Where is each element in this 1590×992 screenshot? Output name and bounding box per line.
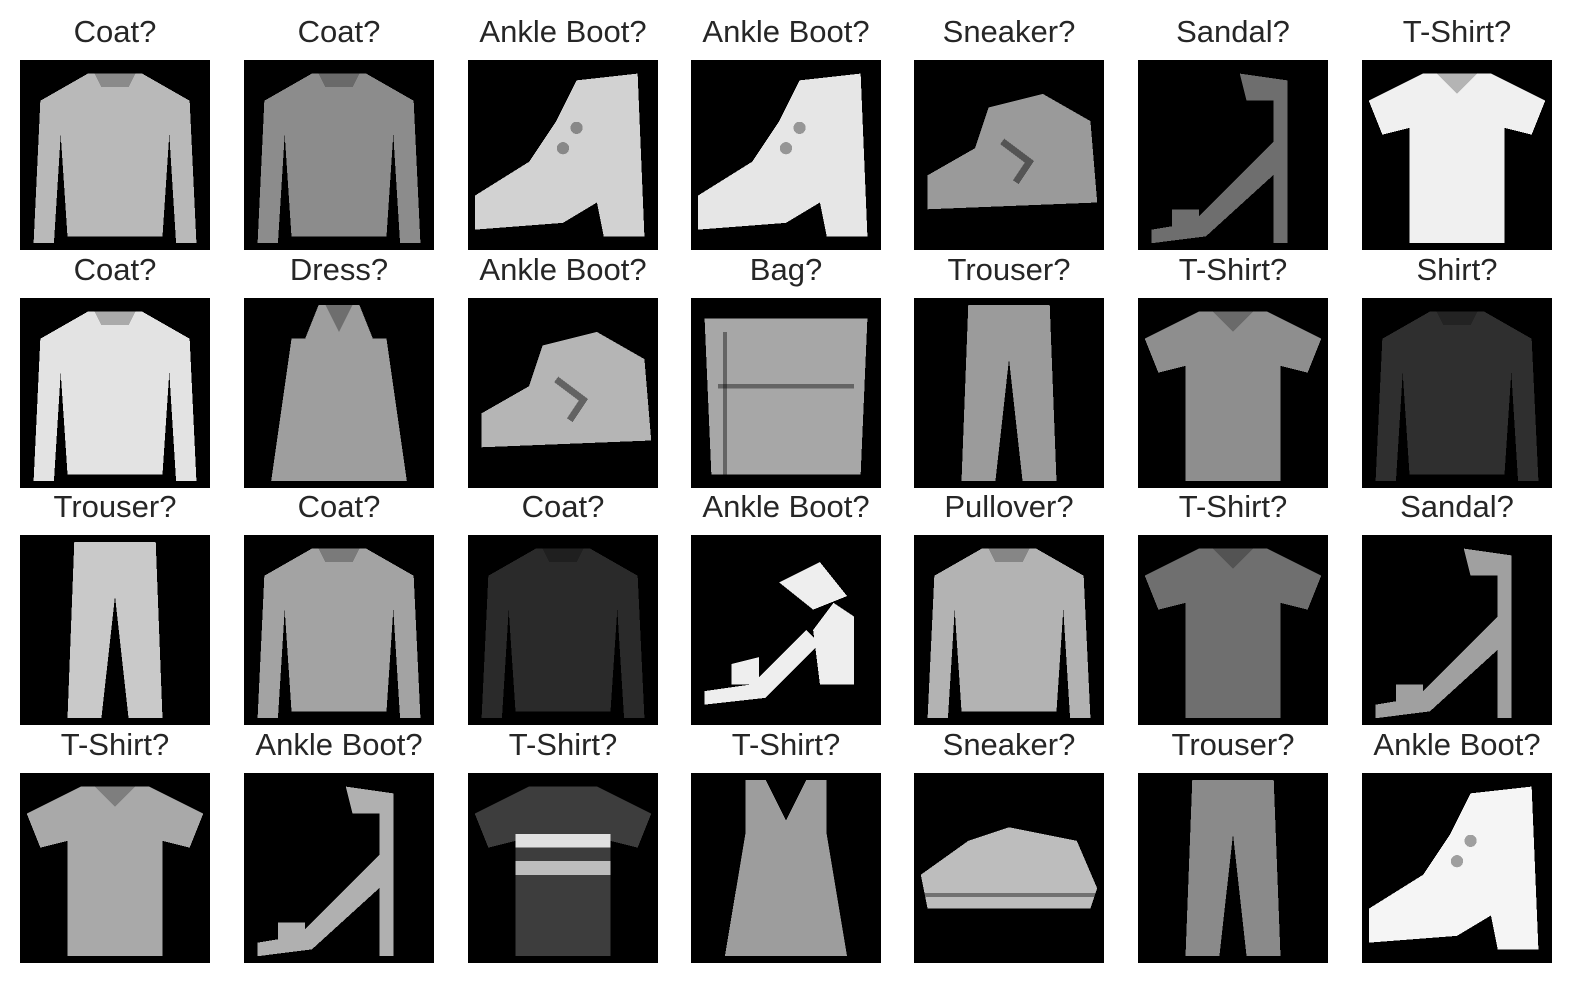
cell-image: [691, 773, 881, 963]
cell-image: [914, 535, 1104, 725]
long-sleeve-top-icon: [20, 60, 210, 250]
cell-label: Ankle Boot?: [702, 14, 870, 49]
cell-image: [1362, 298, 1552, 488]
heeled-sandal-icon: [691, 535, 881, 725]
cell-label: Pullover?: [944, 489, 1074, 524]
strappy-sandal-icon: [244, 773, 434, 963]
cell-image: [1362, 60, 1552, 250]
sneaker-icon: [914, 60, 1104, 250]
cell-image: [691, 298, 881, 488]
cell-label: Sneaker?: [942, 14, 1076, 49]
bag-icon: [691, 298, 881, 488]
trouser-icon: [20, 535, 210, 725]
long-sleeve-top-icon: [244, 535, 434, 725]
cell-label: T-Shirt?: [1402, 14, 1512, 49]
cell-label: Dress?: [289, 252, 389, 287]
cell-image: [1138, 773, 1328, 963]
tank-top-icon: [691, 773, 881, 963]
long-sleeve-top-icon: [244, 60, 434, 250]
long-sleeve-top-icon: [1362, 298, 1552, 488]
cell-label: Coat?: [73, 252, 157, 287]
cell-label: T-Shirt?: [1178, 489, 1288, 524]
t-shirt-icon: [20, 773, 210, 963]
cell-image: [691, 535, 881, 725]
cell-image: [468, 60, 658, 250]
cell-label: Coat?: [73, 14, 157, 49]
cell-image: [1138, 535, 1328, 725]
long-sleeve-top-icon: [20, 298, 210, 488]
cell-label: Bag?: [749, 252, 823, 287]
trouser-icon: [914, 298, 1104, 488]
cell-image: [20, 773, 210, 963]
cell-image: [468, 773, 658, 963]
t-shirt-icon: [1138, 298, 1328, 488]
cell-image: [468, 535, 658, 725]
cell-image: [914, 298, 1104, 488]
cell-label: Sandal?: [1176, 14, 1290, 49]
cell-label: Ankle Boot?: [479, 14, 647, 49]
cell-label: Coat?: [297, 14, 381, 49]
t-shirt-icon: [1138, 535, 1328, 725]
cell-image: [244, 60, 434, 250]
strappy-sandal-icon: [1362, 535, 1552, 725]
cell-image: [468, 298, 658, 488]
cell-label: Ankle Boot?: [702, 489, 870, 524]
cell-label: T-Shirt?: [1178, 252, 1288, 287]
cell-label: Trouser?: [1171, 727, 1295, 762]
cell-label: Coat?: [521, 489, 605, 524]
long-sleeve-top-icon: [914, 535, 1104, 725]
cell-image: [20, 298, 210, 488]
cell-image: [244, 535, 434, 725]
strappy-sandal-icon: [1138, 60, 1328, 250]
cell-label: Sneaker?: [942, 727, 1076, 762]
cell-image: [914, 60, 1104, 250]
cell-label: Coat?: [297, 489, 381, 524]
cell-image: [244, 298, 434, 488]
cell-label: Shirt?: [1416, 252, 1498, 287]
cell-label: T-Shirt?: [60, 727, 170, 762]
cell-image: [691, 60, 881, 250]
striped-t-shirt-icon: [468, 773, 658, 963]
cell-image: [1362, 535, 1552, 725]
t-shirt-icon: [1362, 60, 1552, 250]
cell-label: Ankle Boot?: [479, 252, 647, 287]
long-sleeve-top-icon: [468, 535, 658, 725]
trouser-icon: [1138, 773, 1328, 963]
low-sneaker-icon: [914, 773, 1104, 963]
cell-label: Ankle Boot?: [255, 727, 423, 762]
ankle-boot-icon: [1362, 773, 1552, 963]
cell-label: T-Shirt?: [731, 727, 841, 762]
ankle-boot-icon: [691, 60, 881, 250]
cell-image: [20, 535, 210, 725]
cell-image: [244, 773, 434, 963]
cell-label: Ankle Boot?: [1373, 727, 1541, 762]
cell-label: T-Shirt?: [508, 727, 618, 762]
cell-label: Trouser?: [53, 489, 177, 524]
sneaker-icon: [468, 298, 658, 488]
cell-image: [1138, 298, 1328, 488]
ankle-boot-icon: [468, 60, 658, 250]
cell-image: [1138, 60, 1328, 250]
cell-image: [914, 773, 1104, 963]
cell-label: Trouser?: [947, 252, 1071, 287]
dress-icon: [244, 298, 434, 488]
cell-image: [20, 60, 210, 250]
cell-label: Sandal?: [1400, 489, 1514, 524]
cell-image: [1362, 773, 1552, 963]
